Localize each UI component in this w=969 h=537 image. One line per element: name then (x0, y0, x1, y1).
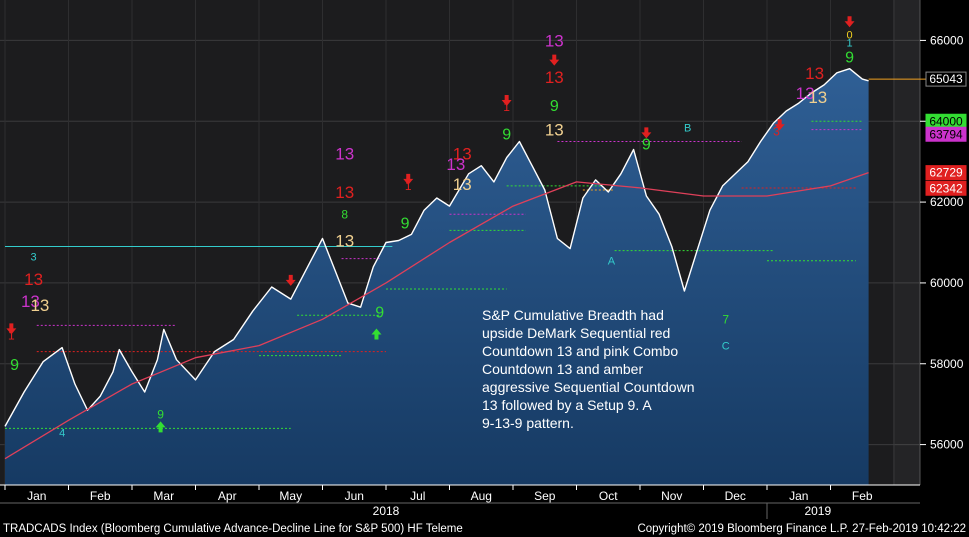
demark-marker: 13 (545, 31, 564, 50)
demark-marker: 13 (805, 64, 824, 83)
footer-bar (0, 519, 969, 537)
value-label-box (925, 71, 967, 87)
demark-marker: 3 (31, 252, 37, 264)
demark-marker: 13 (335, 145, 354, 164)
demark-marker: 9 (375, 304, 384, 321)
arrow-up-icon (155, 421, 166, 433)
demark-marker: 9 (10, 357, 19, 374)
y-tick-label: 58000 (930, 357, 964, 371)
arrow-down-icon (285, 274, 296, 286)
demark-marker: B (684, 122, 691, 134)
x-tick-label: Feb (90, 489, 111, 503)
demark-marker: 13 (30, 296, 49, 315)
recent-shade (893, 0, 920, 485)
demark-marker: 13 (796, 84, 815, 103)
demark-marker: 8 (341, 207, 348, 221)
series-lines (4, 68, 869, 460)
demark-marker: C (722, 341, 730, 353)
demark-marker: 13 (446, 155, 465, 174)
moving-average-line (4, 171, 869, 460)
demark-marker: 13 (335, 232, 354, 251)
price-line (4, 68, 869, 427)
demark-markers: 131313319491313138919131313911313913A9B7… (8, 29, 854, 439)
x-tick-label: Aug (471, 489, 492, 503)
demark-marker: 13 (335, 183, 354, 202)
signal-arrows (6, 16, 855, 433)
value-label-box (925, 180, 967, 196)
annotation-text: S&P Cumulative Breadth had upside DeMark … (482, 307, 694, 431)
x-tick-label: Jul (410, 489, 425, 503)
demark-marker: 13 (545, 68, 564, 87)
value-label: 62729 (929, 166, 963, 180)
arrow-down-icon (501, 95, 512, 107)
demark-marker: 13 (24, 270, 43, 289)
demark-marker: 3 (773, 124, 780, 138)
demark-marker: 13 (545, 120, 564, 139)
demark-marker: 9 (550, 98, 559, 115)
x-tick-label: Nov (661, 489, 682, 503)
demark-marker: 9 (401, 215, 410, 232)
demark-marker: 13 (808, 88, 827, 107)
y-tick-label: 62000 (930, 195, 964, 209)
arrow-down-icon (6, 323, 17, 335)
x-tick-label: Mar (153, 489, 174, 503)
arrow-down-icon (403, 173, 414, 185)
x-tick-label: Oct (599, 489, 618, 503)
year-label: 2018 (373, 504, 400, 518)
x-tick-label: Jan (789, 489, 808, 503)
footer-left: TRADCADS Index (Bloomberg Cumulative Adv… (3, 523, 463, 535)
demark-marker: 13 (453, 175, 472, 194)
demark-marker: 1 (503, 100, 510, 114)
demark-marker: 7 (722, 312, 729, 326)
y-tick-label: 60000 (930, 276, 964, 290)
value-label-box (925, 126, 967, 142)
year-label: 2019 (804, 504, 831, 518)
demark-marker: A (608, 256, 616, 268)
demark-marker: 1 (8, 329, 15, 343)
demark-marker: 1 (846, 37, 852, 49)
demark-marker: 4 (59, 428, 65, 440)
demark-marker: 9 (157, 407, 164, 421)
demark-marker: 13 (453, 145, 472, 164)
x-tick-label: Apr (218, 489, 237, 503)
arrow-down-icon (641, 127, 652, 139)
arrow-up-icon (371, 328, 382, 340)
y-tick-label: 66000 (930, 33, 964, 47)
value-label: 65043 (929, 72, 963, 86)
arrow-down-icon (844, 16, 855, 28)
arrow-down-icon (774, 119, 785, 131)
x-tick-label: Sep (534, 489, 556, 503)
x-tick-label: Dec (725, 489, 746, 503)
y-tick-label: 56000 (930, 438, 964, 452)
footer-right: Copyright© 2019 Bloomberg Finance L.P. 2… (637, 523, 966, 535)
value-label: 64000 (929, 114, 963, 128)
demark-marker: 9 (502, 126, 511, 143)
value-label-box (925, 165, 967, 181)
demark-marker: 9 (845, 50, 854, 67)
value-label: 63794 (929, 127, 963, 141)
demark-marker: 9 (642, 137, 651, 154)
price-area-fill (5, 68, 869, 485)
price-area (5, 68, 869, 485)
x-tick-label: May (279, 489, 302, 503)
demark-marker: 0 (846, 29, 852, 41)
demark-marker: 1 (405, 179, 412, 193)
arrow-down-icon (549, 54, 560, 66)
x-axis: Jan Feb Mar Apr May Jun Jul Aug Sep Oct Nov Dec Jan F… (0, 484, 920, 519)
demark-marker: 13 (21, 292, 40, 311)
x-tick-label: Jun (345, 489, 364, 503)
x-tick-label: Jan (27, 489, 46, 503)
level-lines (5, 120, 863, 429)
x-tick-label: Feb (852, 489, 873, 503)
value-label: 62342 (929, 181, 963, 195)
